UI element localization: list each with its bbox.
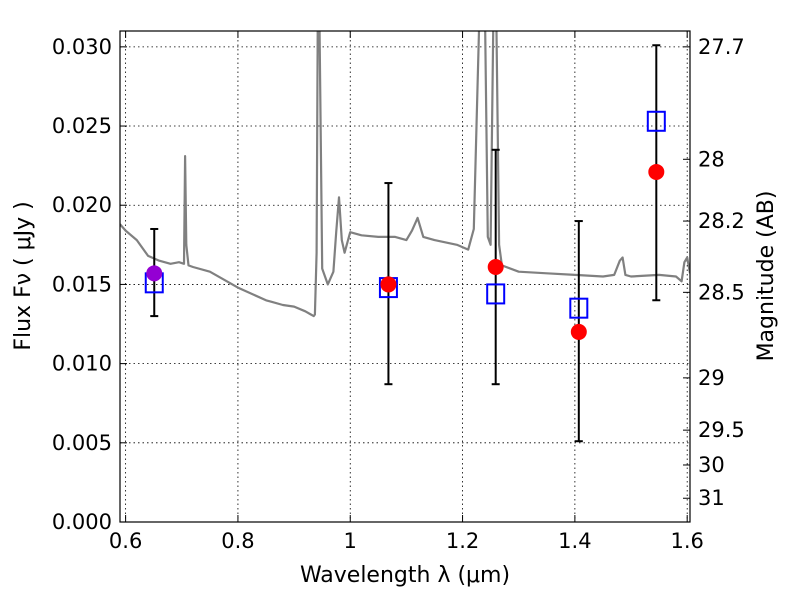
plot-frame <box>119 30 691 523</box>
model-flux-point <box>380 276 397 293</box>
model-spectrum-line <box>120 31 690 318</box>
y2-tick-label: 31 <box>698 486 725 510</box>
y2-tick-label: 29 <box>698 366 725 390</box>
observed-flux-square <box>569 297 589 319</box>
observed-flux-square <box>486 283 506 305</box>
photometry-markers <box>144 110 666 340</box>
y2-tick-label: 30 <box>698 453 725 477</box>
model-flux-point <box>648 163 665 180</box>
y2-tick-label: 28 <box>698 147 725 171</box>
x-tick-label: 1.4 <box>558 529 591 553</box>
y-tick-label: 0.025 <box>52 114 112 138</box>
y-tick-label: 0.010 <box>52 352 112 376</box>
y-tick-label: 0.030 <box>52 35 112 59</box>
y-tick-label: 0.015 <box>52 272 112 296</box>
x-tick-label: 0.6 <box>109 529 142 553</box>
x-tick-label: 1.2 <box>446 529 479 553</box>
y2-tick-label: 29.5 <box>698 418 745 442</box>
x-tick-label: 1.6 <box>670 529 703 553</box>
y2-tick-label: 28.5 <box>698 280 745 304</box>
y2-tick-label: 27.7 <box>698 35 745 59</box>
x-axis-label: Wavelength λ (μm) <box>300 563 510 588</box>
model-flux-point <box>487 258 504 275</box>
x-tick-label: 0.8 <box>221 529 254 553</box>
axis-ticks: 0.6 0.8 1 1.2 1.4 1.6 0.000 0.005 0.010 0.015 0.02… <box>52 31 745 553</box>
y-tick-label: 0.000 <box>52 510 112 534</box>
y2-axis-label: Magnitude (AB) <box>754 191 779 362</box>
y-tick-label: 0.005 <box>52 431 112 455</box>
y-tick-label: 0.020 <box>52 193 112 217</box>
y-axis-label: Flux Fν ( μJy ) <box>11 201 36 350</box>
model-flux-point <box>570 323 587 340</box>
x-tick-label: 1 <box>344 529 357 553</box>
y2-tick-label: 28.2 <box>698 209 745 233</box>
observed-flux-square <box>646 110 666 132</box>
model-flux-point <box>146 265 163 282</box>
